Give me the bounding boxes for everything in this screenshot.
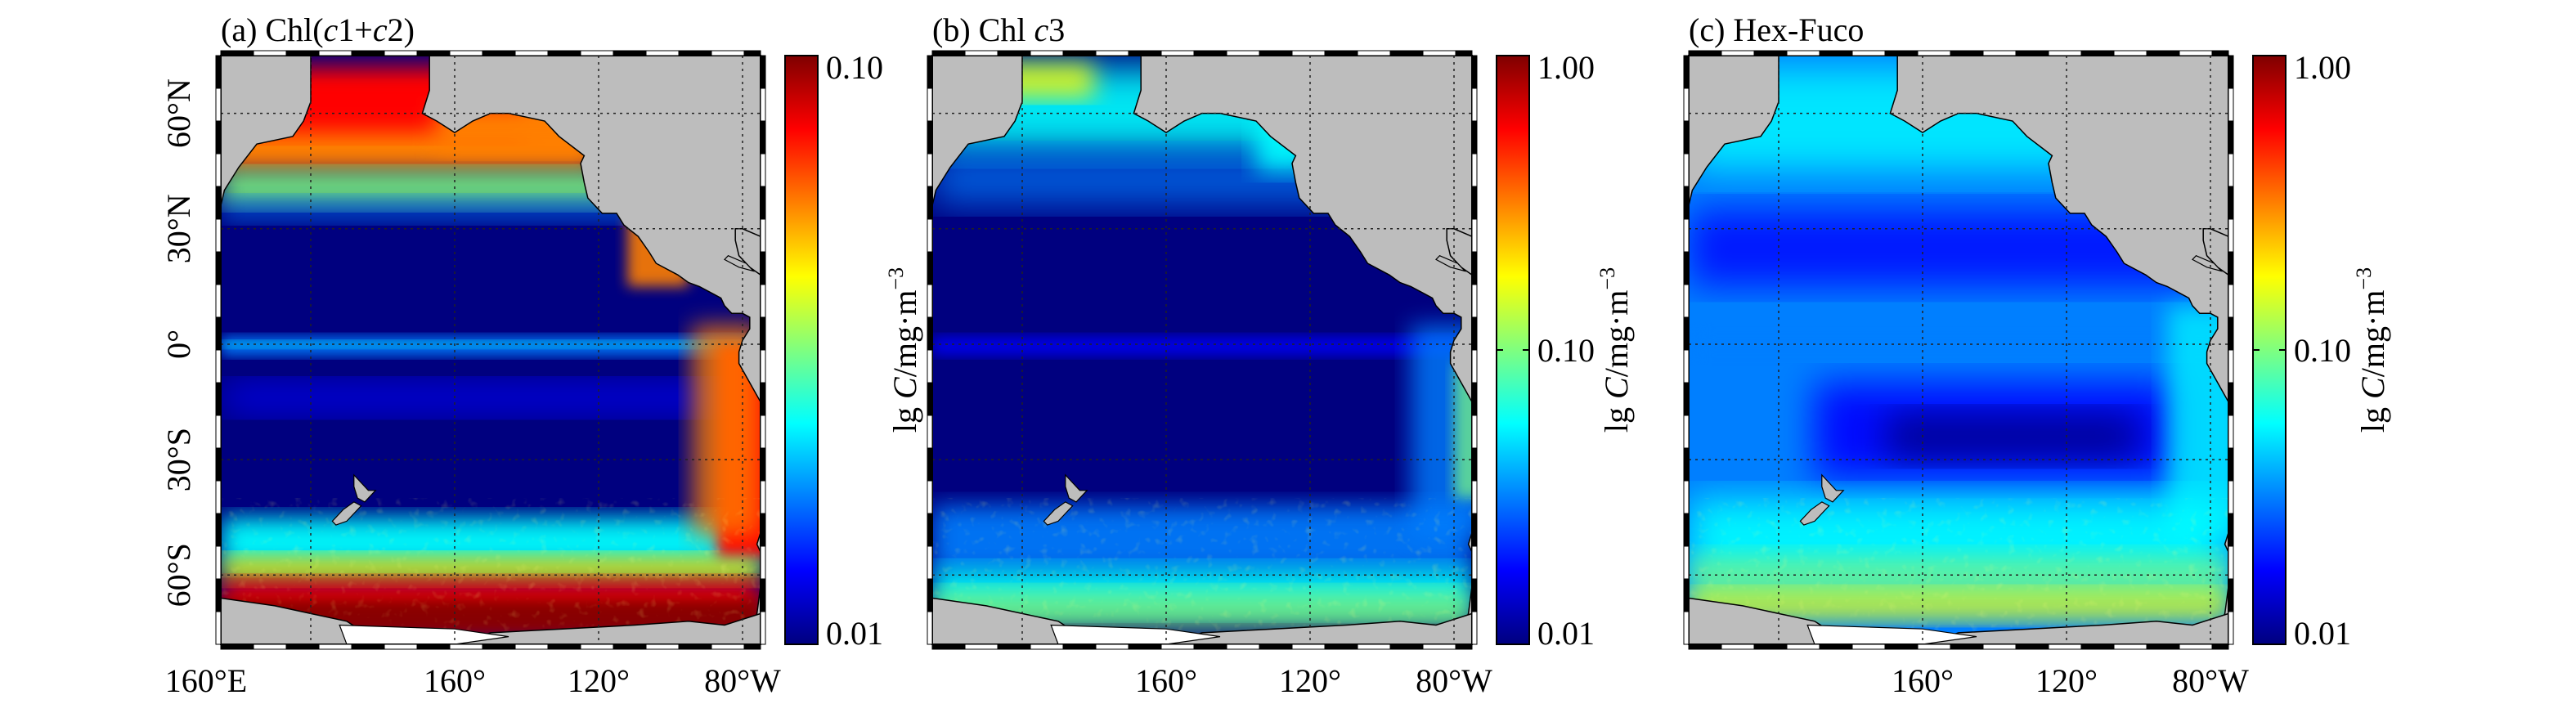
land-cuba — [724, 254, 756, 272]
land-caribbean — [1446, 228, 1472, 276]
y-tick-label: 60°S — [160, 543, 197, 607]
land-new-zealand-north — [1821, 473, 1845, 503]
panel-chl-c3: (b) Chl c3 1.00 0.10 0.01 lg C/mg·m−3 160° 120… — [927, 11, 1635, 699]
x-tick-label: 160° — [1135, 662, 1197, 699]
x-tick-label: 120° — [2035, 662, 2098, 699]
x-tick-label: 160° — [1892, 662, 1954, 699]
map-frame — [215, 50, 766, 650]
panel-title: (a) Chl(c1+c2) — [221, 11, 415, 48]
panel-title: (b) Chl c3 — [932, 11, 1065, 48]
y-tick-label: 30°S — [160, 428, 197, 491]
colorbar-tick-label: 0.10 — [826, 49, 883, 86]
x-tick-label: 160° — [424, 662, 486, 699]
land-new-zealand-south — [1799, 501, 1830, 526]
colorbar-gradient — [784, 55, 819, 645]
colorbar: 1.00 0.10 0.01 — [1496, 49, 1595, 652]
grid-lines — [1689, 56, 2228, 644]
colorbar-tick-label: 1.00 — [2294, 49, 2351, 86]
land-caribbean — [734, 228, 761, 276]
land-new-zealand-south — [1043, 501, 1074, 526]
panel-chl-c1-c2: (a) Chl(c1+c2) 0.10 0.01 lg C/mg·m−3 160°E 16… — [160, 11, 923, 699]
land-caribbean — [2202, 228, 2228, 276]
colorbar: 0.10 0.01 — [784, 49, 883, 652]
x-tick-label: 80°W — [2172, 662, 2249, 699]
grid-lines — [221, 56, 761, 644]
ice-shelf — [1050, 624, 1221, 644]
land-new-zealand-south — [331, 501, 362, 526]
colorbar-tick-label: 0.10 — [1537, 332, 1595, 369]
land-asia — [1689, 56, 1779, 206]
land-cuba — [1435, 254, 1467, 272]
y-tick-label: 30°N — [160, 194, 197, 263]
y-tick-label: 60°N — [160, 78, 197, 148]
x-tick-label: 80°W — [1416, 662, 1492, 699]
y-tick-label: 0° — [160, 330, 197, 359]
panel-title: (c) Hex-Fuco — [1689, 11, 1864, 48]
x-tick-label: 160°E — [165, 662, 247, 699]
ice-shelf — [1806, 624, 1977, 644]
land-cuba — [2192, 254, 2224, 272]
land-new-zealand-north — [353, 473, 377, 503]
colorbar: 1.00 0.10 0.01 — [2252, 49, 2351, 652]
colorbar-tick-label: 0.10 — [2294, 332, 2351, 369]
ice-shelf — [339, 624, 509, 644]
colorbar-tick-label: 0.01 — [2294, 615, 2351, 652]
colorbar-label: lg C/mg·m−3 — [884, 267, 923, 433]
land-asia — [932, 56, 1023, 206]
colorbar-tick-label: 0.01 — [1537, 615, 1595, 652]
x-tick-label: 120° — [568, 662, 630, 699]
grid-lines — [932, 56, 1472, 644]
colorbar-label: lg C/mg·m−3 — [1595, 267, 1635, 433]
panel-hex-fuco: (c) Hex-Fuco 1.00 0.10 0.01 lg C/mg·m−3 160° 1… — [1683, 11, 2391, 699]
colorbar-tick-label: 0.01 — [826, 615, 883, 652]
map-frame — [1683, 50, 2234, 650]
colorbar-label: lg C/mg·m−3 — [2352, 267, 2391, 433]
x-tick-label: 80°W — [704, 662, 781, 699]
colorbar-tick-label: 1.00 — [1537, 49, 1595, 86]
x-tick-label: 120° — [1279, 662, 1341, 699]
land-new-zealand-north — [1065, 473, 1088, 503]
land-asia — [221, 56, 312, 206]
map-frame — [927, 50, 1478, 650]
